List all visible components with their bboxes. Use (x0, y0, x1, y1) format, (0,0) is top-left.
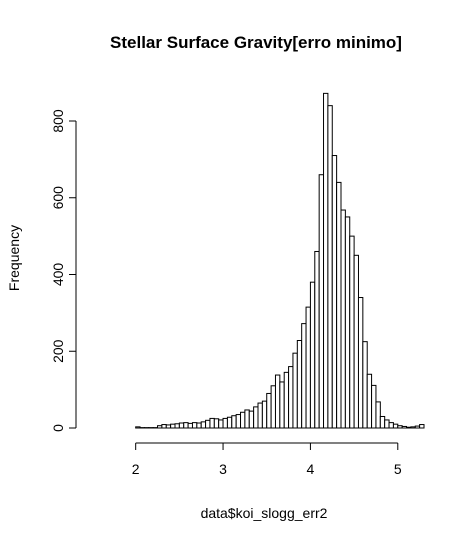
histogram-bar (205, 419, 211, 429)
histogram-bar (323, 92, 329, 429)
histogram-bar (170, 423, 176, 429)
histogram-bar (349, 235, 355, 429)
histogram-bar (187, 422, 193, 429)
y-tick-label: 600 (50, 186, 66, 210)
y-tick-label: 800 (50, 109, 66, 133)
histogram-bar (336, 181, 342, 429)
histogram-bar (235, 414, 242, 429)
histogram-bar (222, 417, 228, 429)
histogram-bar (178, 422, 185, 429)
x-tick-label: 5 (394, 461, 402, 477)
histogram-bar (209, 417, 215, 429)
y-axis-label: Frequency (6, 225, 22, 291)
histogram-bar (157, 425, 163, 429)
histogram-bar (362, 341, 368, 429)
histogram-bar (331, 155, 338, 429)
histogram-bar (213, 418, 220, 429)
y-tick-label: 0 (50, 424, 66, 432)
histogram-bar (309, 281, 316, 429)
x-tick-label: 2 (132, 461, 140, 477)
histogram-bar (244, 409, 250, 429)
histogram-bar (392, 423, 399, 429)
histogram-bar (165, 424, 172, 429)
histogram-bar (191, 422, 198, 429)
bars-group (135, 92, 425, 429)
histogram-bar (318, 174, 325, 429)
histogram-bar (419, 424, 425, 429)
histogram-bar (226, 416, 233, 429)
histogram-bar (253, 406, 259, 429)
histogram-bar (296, 340, 303, 429)
histogram-bar (135, 426, 141, 429)
histogram-bar (274, 374, 281, 429)
histogram-bar (161, 424, 167, 429)
histogram-bar (314, 250, 320, 429)
histogram-bar (344, 216, 351, 429)
histogram-bar (301, 323, 307, 429)
histogram-bar (410, 426, 416, 429)
histogram-bar (240, 411, 246, 429)
y-tick-label: 200 (50, 339, 66, 363)
histogram-bar (248, 410, 255, 429)
x-axis-label: data$koi_slogg_err2 (201, 505, 328, 521)
histogram-bar (218, 419, 224, 429)
histogram-bar (196, 422, 202, 429)
histogram-bar (366, 373, 373, 429)
histogram-bar (174, 423, 180, 429)
x-axis: 2 3 4 5 (132, 442, 402, 477)
histogram-bar (379, 415, 386, 429)
histogram-bar (375, 401, 381, 429)
histogram-bar (397, 425, 403, 429)
histogram-bar (231, 415, 237, 429)
x-tick-label: 3 (219, 461, 227, 477)
histogram-bar (384, 419, 390, 429)
histogram-bar (292, 352, 298, 429)
histogram-bar (305, 306, 311, 429)
histogram-bar (357, 297, 364, 429)
histogram-bar (388, 422, 394, 429)
histogram-bar (283, 371, 290, 429)
x-tick-label: 4 (307, 461, 315, 477)
histogram-bar (257, 402, 263, 429)
histogram-bar (414, 425, 421, 429)
histogram-bar (401, 425, 408, 429)
histogram-bar (353, 254, 359, 429)
histogram-bar (266, 392, 272, 429)
y-tick-label: 400 (50, 263, 66, 287)
histogram-bar (279, 381, 285, 429)
histogram-bar (270, 385, 276, 429)
chart-title: Stellar Surface Gravity[erro minimo] (110, 33, 402, 52)
histogram-bar (261, 400, 268, 429)
histogram-bar (406, 426, 412, 429)
histogram-bar (340, 209, 346, 429)
histogram-bar (371, 384, 377, 429)
histogram-bar (327, 105, 333, 429)
histogram-bar (200, 421, 207, 429)
histogram-bar (288, 366, 294, 429)
y-axis: 0 200 400 600 800 (50, 109, 77, 432)
histogram-bar (183, 422, 189, 429)
